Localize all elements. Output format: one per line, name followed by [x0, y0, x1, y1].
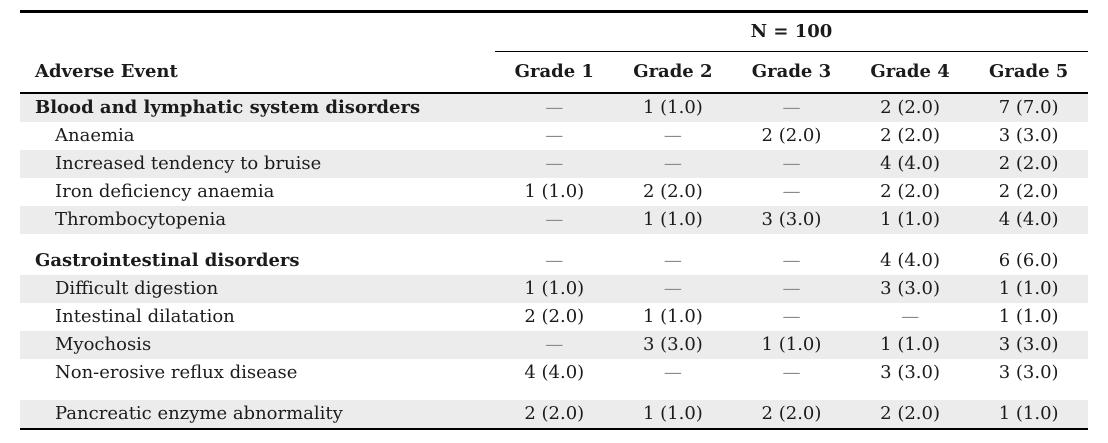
- value-cell: —: [782, 250, 801, 271]
- row-label: Pancreatic enzyme abnormality: [55, 403, 343, 424]
- row-label: Iron deficiency anaemia: [55, 181, 275, 202]
- group-gap: [20, 234, 1088, 247]
- column-header-grade-4: Grade 4: [870, 61, 950, 82]
- table-row: Anaemia — — 2 (2.0) 2 (2.0) 3 (3.0): [20, 122, 1088, 150]
- value-cell: 4 (4.0): [524, 362, 585, 383]
- n-total-label: N = 100: [750, 21, 833, 42]
- value-cell: 4 (4.0): [998, 209, 1059, 230]
- value-cell: 3 (3.0): [880, 362, 940, 383]
- column-header-row: Adverse Event Grade 1 Grade 2 Grade 3 Gr…: [20, 52, 1088, 92]
- value-cell: 1 (1.0): [642, 209, 703, 230]
- adverse-events-table: N = 100 Adverse Event Grade 1 Grade 2 Gr…: [20, 0, 1088, 430]
- value-cell: —: [545, 209, 564, 230]
- value-cell: —: [663, 250, 682, 271]
- value-cell: 2 (2.0): [524, 403, 585, 424]
- value-cell: 2 (2.0): [524, 306, 585, 327]
- row-label: Thrombocytopenia: [55, 209, 227, 230]
- value-cell: 1 (1.0): [642, 306, 703, 327]
- value-cell: —: [545, 153, 564, 174]
- value-cell: 2 (2.0): [880, 97, 940, 118]
- value-cell: —: [545, 125, 564, 146]
- value-cell: 1 (1.0): [524, 181, 585, 202]
- row-label: Increased tendency to bruise: [55, 153, 322, 174]
- value-cell: —: [782, 362, 801, 383]
- value-cell: 1 (1.0): [880, 209, 940, 230]
- value-cell: 4 (4.0): [880, 250, 940, 271]
- value-cell: 3 (3.0): [880, 278, 940, 299]
- value-cell: 6 (6.0): [998, 250, 1059, 271]
- n-header-stub: [20, 13, 495, 52]
- value-cell: —: [782, 181, 801, 202]
- value-cell: 1 (1.0): [998, 278, 1059, 299]
- table-row: Non-erosive reflux disease 4 (4.0) — — 3…: [20, 359, 1088, 387]
- row-label: Intestinal dilatation: [55, 306, 235, 327]
- value-cell: 1 (1.0): [524, 278, 585, 299]
- table-row: Intestinal dilatation 2 (2.0) 1 (1.0) — …: [20, 303, 1088, 331]
- value-cell: 2 (2.0): [880, 125, 940, 146]
- row-label: Anaemia: [55, 125, 135, 146]
- row-label: Non-erosive reflux disease: [55, 362, 298, 383]
- value-cell: 1 (1.0): [642, 97, 703, 118]
- group-gap: [20, 387, 1088, 400]
- value-cell: 1 (1.0): [998, 306, 1059, 327]
- value-cell: 1 (1.0): [642, 403, 703, 424]
- value-cell: —: [663, 153, 682, 174]
- column-header-grade-1: Grade 1: [514, 61, 594, 82]
- value-cell: 2 (2.0): [880, 403, 940, 424]
- value-cell: —: [663, 362, 682, 383]
- table-row: Blood and lymphatic system disorders — 1…: [20, 93, 1088, 122]
- row-label: Gastrointestinal disorders: [35, 250, 300, 271]
- value-cell: —: [901, 306, 920, 327]
- bottom-rule: [20, 427, 1088, 430]
- value-cell: 2 (2.0): [761, 403, 822, 424]
- value-cell: —: [782, 153, 801, 174]
- value-cell: 3 (3.0): [642, 334, 703, 355]
- value-cell: 3 (3.0): [998, 334, 1059, 355]
- column-header-grade-5: Grade 5: [988, 61, 1069, 82]
- top-rule: [20, 10, 1088, 13]
- value-cell: 2 (2.0): [998, 153, 1059, 174]
- row-label: Difficult digestion: [55, 278, 219, 299]
- row-label: Blood and lymphatic system disorders: [35, 97, 421, 118]
- value-cell: 1 (1.0): [998, 403, 1059, 424]
- table-row: Iron deficiency anaemia 1 (1.0) 2 (2.0) …: [20, 178, 1088, 206]
- table-row: Myochosis — 3 (3.0) 1 (1.0) 1 (1.0) 3 (3…: [20, 330, 1088, 359]
- value-cell: 3 (3.0): [998, 125, 1059, 146]
- value-cell: 1 (1.0): [880, 334, 940, 355]
- table-row: Gastrointestinal disorders — — — 4 (4.0)…: [20, 247, 1088, 275]
- value-cell: 7 (7.0): [998, 97, 1059, 118]
- column-header-adverse-event: Adverse Event: [35, 61, 178, 82]
- table-row: Difficult digestion 1 (1.0) — — 3 (3.0) …: [20, 274, 1088, 303]
- column-header-grade-3: Grade 3: [751, 61, 832, 82]
- table-row: Thrombocytopenia — 1 (1.0) 3 (3.0) 1 (1.…: [20, 205, 1088, 234]
- value-cell: 3 (3.0): [998, 362, 1059, 383]
- value-cell: —: [545, 97, 564, 118]
- value-cell: 2 (2.0): [642, 181, 703, 202]
- column-header-grade-2: Grade 2: [633, 61, 713, 82]
- value-cell: —: [663, 125, 682, 146]
- header-rule: [20, 91, 1088, 94]
- value-cell: 3 (3.0): [761, 209, 822, 230]
- value-cell: —: [663, 278, 682, 299]
- value-cell: 2 (2.0): [880, 181, 940, 202]
- table-row: Increased tendency to bruise — — — 4 (4.…: [20, 149, 1088, 178]
- row-label: Myochosis: [55, 334, 152, 355]
- value-cell: —: [545, 250, 564, 271]
- value-cell: 4 (4.0): [880, 153, 940, 174]
- table-row: Pancreatic enzyme abnormality 2 (2.0) 1 …: [20, 399, 1088, 428]
- value-cell: —: [782, 97, 801, 118]
- n-total-header: N = 100: [495, 13, 1088, 52]
- value-cell: 2 (2.0): [761, 125, 822, 146]
- value-cell: 2 (2.0): [998, 181, 1059, 202]
- value-cell: 1 (1.0): [761, 334, 822, 355]
- value-cell: —: [782, 278, 801, 299]
- value-cell: —: [545, 334, 564, 355]
- value-cell: —: [782, 306, 801, 327]
- n-header-row: N = 100: [20, 13, 1088, 52]
